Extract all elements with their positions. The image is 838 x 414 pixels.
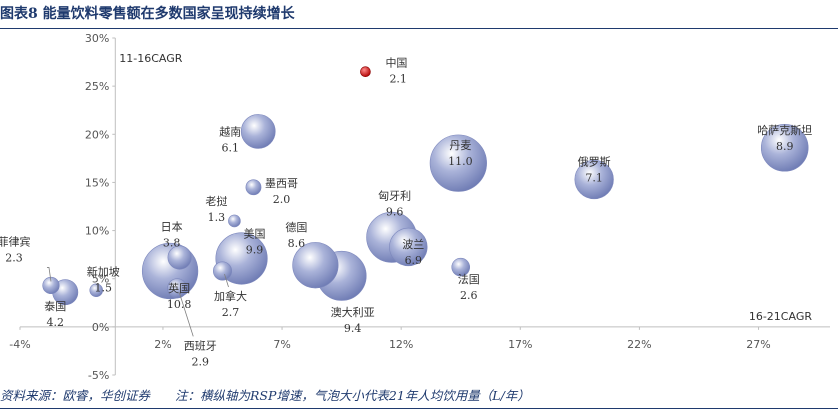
point-value-label: 6.1: [221, 141, 239, 154]
point-value-label: 6.9: [405, 254, 423, 267]
x-tick-label: 17%: [508, 338, 532, 351]
bubble-18: [429, 134, 487, 192]
point-value-label: 2.3: [5, 251, 23, 264]
point-name-label: 中国: [385, 57, 407, 70]
point-name-label: 匈牙利: [378, 188, 411, 202]
bubble-11: [42, 276, 60, 295]
bubble-8: [212, 261, 233, 281]
point-name-label: 澳大利亚: [331, 305, 375, 319]
point-name-label: 墨西哥: [265, 177, 298, 190]
point-name-label: 新加坡: [87, 264, 120, 278]
point-name-label: 老挝: [205, 194, 227, 208]
point-value-label: 1.5: [94, 281, 112, 294]
bubble-4: [228, 214, 241, 228]
x-tick-label: 22%: [627, 338, 651, 351]
point-value-label: 2.9: [191, 355, 209, 368]
point-name-label: 丹麦: [449, 139, 471, 152]
figure-title: 图表8 能量饮料零售额在多数国家呈现持续增长: [0, 6, 295, 22]
y-tick-label: 0%: [92, 321, 109, 334]
point-name-label: 美国: [244, 227, 266, 240]
point-value-label: 8.6: [288, 237, 306, 250]
point-value-label: 11.0: [448, 155, 473, 168]
y-tick-label: 5%: [92, 273, 109, 286]
bubble-2: [240, 114, 276, 149]
source-note: 资料来源：欧睿，华创证券 注：横纵轴为RSP增速，气泡大小代表21年人均饮用量（…: [0, 388, 530, 403]
y-tick-label: 10%: [85, 225, 109, 238]
point-name-label: 菲律宾: [0, 234, 30, 248]
point-name-label: 俄罗斯: [578, 156, 611, 169]
point-value-label: 8.9: [776, 140, 794, 153]
bottom-divider: [0, 408, 838, 409]
y-tick-label: 20%: [85, 128, 109, 141]
point-name-label: 德国: [285, 220, 307, 234]
point-value-label: 10.8: [167, 298, 192, 311]
bubble-10: [89, 283, 103, 298]
point-name-label: 波兰: [402, 238, 424, 251]
point-value-label: 9.9: [246, 243, 264, 256]
bubble-chart: -5% 0% 5% 10% 15% 20% 25% 30% -4% 2% 7% 12% 17% 22% 27…: [0, 32, 830, 382]
bubble-19: [574, 159, 614, 200]
point-value-label: 2.7: [222, 306, 240, 319]
x-axis-title: 16-21CAGR: [749, 310, 812, 323]
point-value-label: 3.8: [163, 237, 181, 250]
point-value-label: 4.2: [47, 316, 65, 329]
point-value-label: 9.6: [386, 205, 404, 218]
point-name-label: 越南: [219, 124, 241, 138]
point-name-label: 西班牙: [184, 339, 217, 352]
point-name-label: 哈萨克斯坦: [757, 123, 812, 137]
bubble-3: [245, 179, 262, 196]
y-tick-label: -5%: [88, 369, 109, 382]
point-value-label: 2.1: [389, 73, 407, 86]
leader-line: [178, 292, 194, 337]
point-value-label: 9.4: [344, 322, 362, 335]
y-tick-label: 25%: [85, 80, 109, 93]
title-divider: [0, 28, 838, 29]
point-value-label: 2.6: [460, 289, 478, 302]
point-name-label: 加拿大: [214, 289, 247, 303]
bubble-20: [760, 123, 809, 172]
bubble-16: [389, 227, 428, 267]
bubble-13: [292, 242, 339, 289]
bubble-5: [167, 245, 192, 270]
point-value-label: 7.1: [585, 172, 603, 185]
leader-line: [224, 273, 229, 288]
y-tick-label: 30%: [85, 32, 109, 45]
x-tick-label: -4%: [9, 338, 30, 351]
x-tick-label: 2%: [154, 338, 171, 351]
y-tick-label: 15%: [85, 176, 109, 189]
point-name-label: 英国: [168, 281, 190, 295]
bubble-9: [167, 278, 188, 299]
x-tick-label: 7%: [273, 338, 290, 351]
bubble-1: [360, 66, 371, 78]
bubble-17: [451, 257, 471, 277]
point-name-label: 法国: [458, 272, 480, 286]
y-axis-title: 11-16CAGR: [119, 52, 182, 65]
point-value-label: 2.0: [273, 193, 291, 206]
point-name-label: 日本: [161, 220, 183, 234]
point-name-label: 泰国: [44, 299, 66, 313]
x-tick-label: 27%: [746, 338, 770, 351]
point-value-label: 1.3: [208, 211, 226, 224]
x-tick-label: 12%: [389, 338, 413, 351]
leader-line: [46, 267, 52, 282]
